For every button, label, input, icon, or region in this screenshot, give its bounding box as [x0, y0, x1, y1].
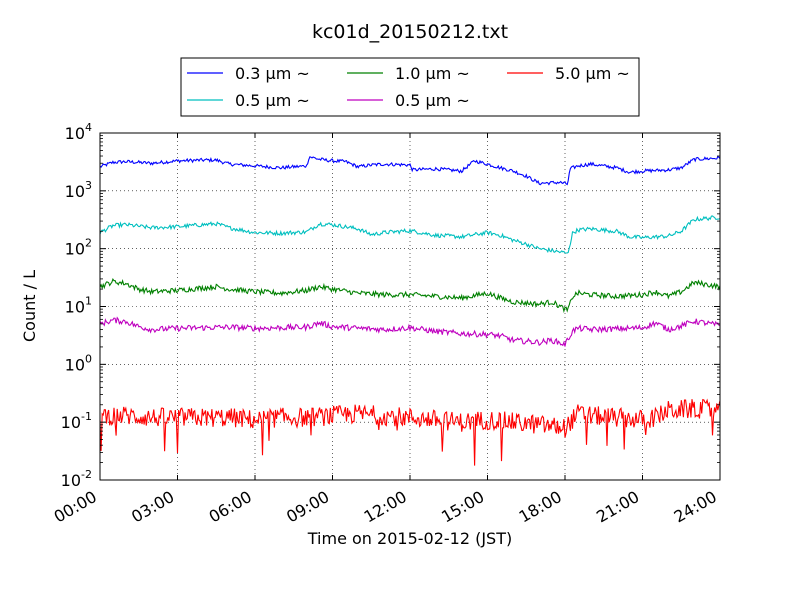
y-tick-label: 10-1 — [61, 410, 92, 432]
legend-label-0: 0.3 μm ~ — [235, 64, 310, 83]
y-tick-label: 10-2 — [61, 468, 92, 490]
series-line-2 — [99, 278, 721, 314]
series-line-1 — [99, 215, 721, 254]
legend-label-2: 1.0 μm ~ — [395, 64, 470, 83]
legend-label-1: 0.5 μm ~ — [235, 91, 310, 110]
y-tick-labels: 10-2 10-1 100 101 102 103 104 — [61, 121, 92, 490]
y-tick-label: 103 — [65, 179, 92, 201]
legend-frame — [180, 57, 640, 117]
legend-label-3: 0.5 μm ~ — [395, 91, 470, 110]
legend-label-4: 5.0 μm ~ — [555, 64, 630, 83]
chart-title: kc01d_20150212.txt — [312, 21, 508, 43]
grid-lines — [100, 133, 720, 480]
y-tick-label: 100 — [65, 352, 92, 374]
series-layer — [99, 155, 721, 466]
series-line-0 — [99, 155, 721, 186]
x-axis-label: Time on 2015-02-12 (JST) — [307, 529, 512, 548]
y-tick-label: 101 — [65, 295, 92, 317]
y-tick-label: 102 — [65, 237, 92, 259]
legend: 0.3 μm ~ 0.5 μm ~ 1.0 μm ~ 0.5 μm ~ 5.0 μm ~ — [180, 57, 640, 117]
y-tick-label: 104 — [65, 121, 92, 143]
tick-marks — [99, 132, 721, 481]
series-line-3 — [99, 316, 721, 347]
y-axis-label: Count / L — [20, 270, 39, 342]
series-line-4 — [99, 398, 721, 466]
